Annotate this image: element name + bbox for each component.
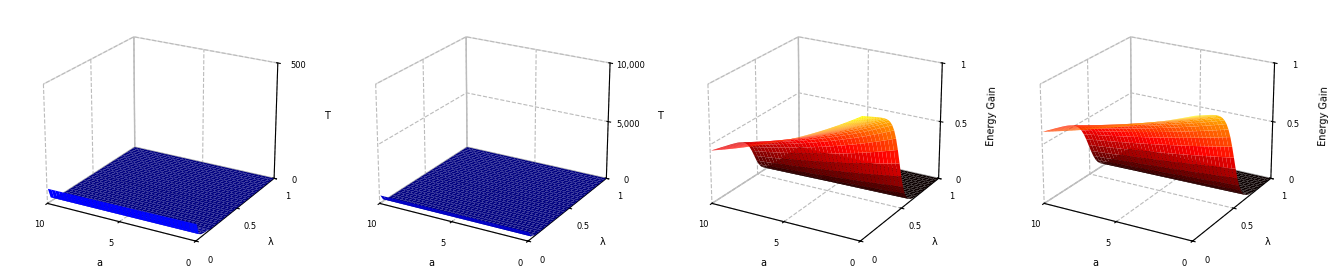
Y-axis label: λ: λ	[599, 238, 606, 247]
X-axis label: a: a	[428, 258, 435, 268]
Y-axis label: λ: λ	[267, 238, 274, 247]
X-axis label: a: a	[1092, 258, 1099, 268]
Y-axis label: λ: λ	[932, 238, 938, 247]
Y-axis label: λ: λ	[1264, 238, 1271, 247]
X-axis label: a: a	[96, 258, 102, 268]
X-axis label: a: a	[760, 258, 767, 268]
